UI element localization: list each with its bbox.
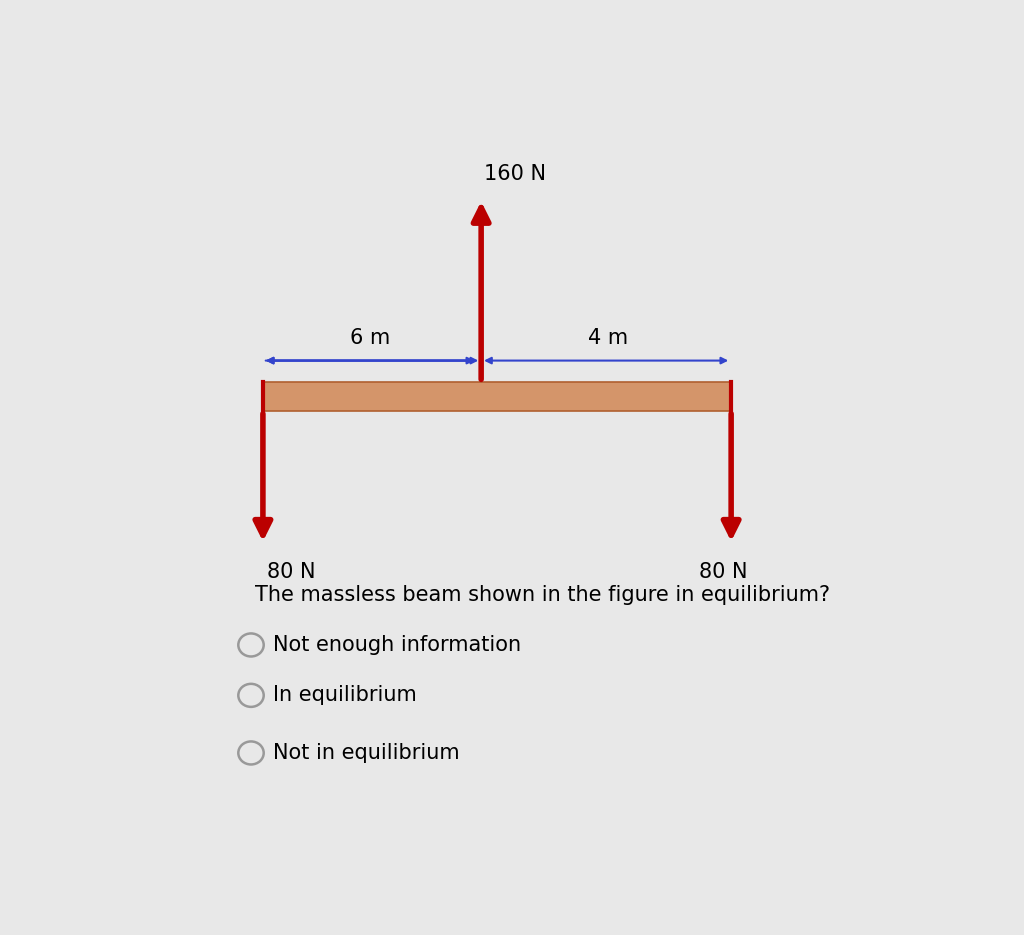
Text: Not in equilibrium: Not in equilibrium xyxy=(273,743,460,763)
Text: 4 m: 4 m xyxy=(588,328,628,349)
Text: 80 N: 80 N xyxy=(699,562,748,583)
Bar xyxy=(263,382,731,411)
Text: 6 m: 6 m xyxy=(350,328,390,349)
Text: The massless beam shown in the figure in equilibrium?: The massless beam shown in the figure in… xyxy=(255,585,830,605)
Text: 160 N: 160 N xyxy=(483,165,546,184)
Text: 80 N: 80 N xyxy=(267,562,315,583)
Text: In equilibrium: In equilibrium xyxy=(273,685,417,705)
Text: Not enough information: Not enough information xyxy=(273,635,521,654)
